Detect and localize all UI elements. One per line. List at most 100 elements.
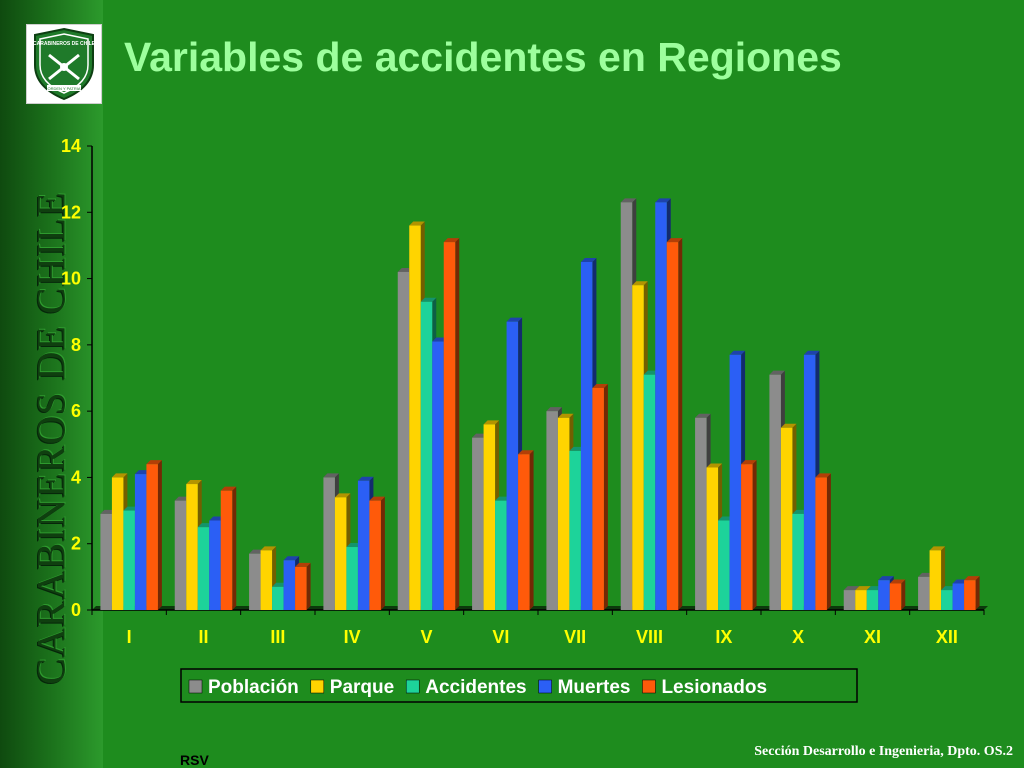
legend-label: Accidentes (425, 677, 526, 698)
bar (889, 579, 906, 610)
bar (964, 576, 980, 610)
bar-front (146, 464, 158, 610)
bar-front (174, 500, 187, 610)
bar-front (878, 580, 890, 610)
bar-front (295, 566, 307, 610)
bar-front (632, 285, 644, 610)
bar-top (620, 198, 637, 203)
x-tick-label: IV (344, 627, 361, 647)
bar-front (546, 411, 558, 610)
bar-front (397, 271, 410, 610)
bar (815, 473, 831, 610)
bar-front (346, 547, 358, 610)
bar-top (655, 198, 671, 203)
legend-label: Muertes (558, 677, 631, 698)
y-tick-label: 14 (61, 136, 81, 156)
bar-top (843, 586, 860, 591)
bar (443, 238, 460, 610)
bar (146, 460, 162, 610)
bar-front (443, 242, 456, 610)
y-tick-label: 0 (71, 600, 81, 620)
bar-front (655, 202, 667, 611)
bar-front (741, 464, 753, 610)
bar-top (443, 238, 460, 243)
bar-side (901, 579, 906, 610)
bar-front (620, 202, 633, 611)
x-tick-label: XII (936, 627, 958, 647)
carabineros-shield-icon: CARABINEROS DE CHILE ORDEN Y PATRIA (33, 27, 96, 101)
bar-top (146, 460, 162, 465)
bar-top (929, 546, 946, 551)
bar-top (632, 281, 648, 286)
bar (666, 238, 683, 610)
bar-side (232, 486, 237, 610)
footer-section-label: Sección Desarrollo e Ingenieria, Dpto. O… (754, 744, 1013, 759)
logo-text-top: CARABINEROS DE CHILE (33, 41, 96, 47)
bar-front (718, 520, 730, 610)
bar (592, 383, 608, 610)
legend-swatch (405, 679, 420, 694)
bar-top (283, 556, 300, 561)
bar-front (260, 550, 273, 610)
bar-front (111, 477, 124, 610)
bar-top (803, 350, 820, 355)
bar-front (815, 477, 827, 610)
y-tick-label: 10 (61, 269, 81, 289)
bar-side (455, 238, 460, 610)
legend-label: Lesionados (661, 677, 767, 698)
bar-front (557, 417, 570, 610)
bar (741, 460, 757, 610)
bar-front (409, 225, 421, 611)
bar-top (769, 370, 785, 375)
bar-top (706, 463, 723, 468)
bar-front (964, 580, 976, 610)
bar-top (557, 413, 574, 418)
bar-top (580, 258, 597, 262)
bar-front (792, 513, 804, 610)
x-tick-label: VIII (636, 627, 663, 647)
bar-top (518, 450, 534, 455)
bar-side (678, 238, 683, 610)
bar-front (643, 374, 656, 610)
bar-front (249, 553, 261, 610)
bar-front (929, 550, 942, 610)
bar-front (472, 437, 484, 610)
bar-front (889, 583, 902, 610)
bar-top (483, 420, 500, 425)
bar-top (855, 586, 871, 591)
bar-front (369, 500, 381, 610)
bar-side (529, 450, 534, 610)
footer-left-label: RSV (180, 752, 209, 768)
bar-front (197, 527, 210, 610)
bar-front (843, 590, 856, 610)
bar-side (975, 576, 980, 610)
y-tick-label: 2 (71, 534, 81, 554)
chart-legend: Población Parque Accidentes Muertes Lesionad… (180, 668, 858, 703)
bar-top (420, 297, 437, 302)
bar-top (889, 579, 906, 584)
bar-top (323, 473, 339, 478)
bar-front (803, 354, 816, 610)
bar-front (941, 590, 953, 610)
bar-front (769, 374, 781, 610)
bar (220, 486, 237, 610)
bar-top (592, 383, 608, 388)
bar-top (369, 496, 385, 501)
bar-front (780, 427, 793, 610)
bar-front (729, 354, 742, 610)
bar-front (569, 450, 581, 610)
bar-front (518, 454, 530, 610)
legend-swatch (310, 679, 325, 694)
bar-front (952, 583, 965, 610)
bar-top (815, 473, 831, 478)
bar-front (186, 484, 198, 610)
bar-top (260, 546, 277, 551)
x-tick-label: VII (564, 627, 586, 647)
bar-front (495, 500, 507, 610)
bar-top (666, 238, 683, 243)
bar-top (964, 576, 980, 581)
bar-front (220, 490, 233, 610)
bar-side (752, 460, 757, 610)
bar-front (918, 576, 930, 610)
